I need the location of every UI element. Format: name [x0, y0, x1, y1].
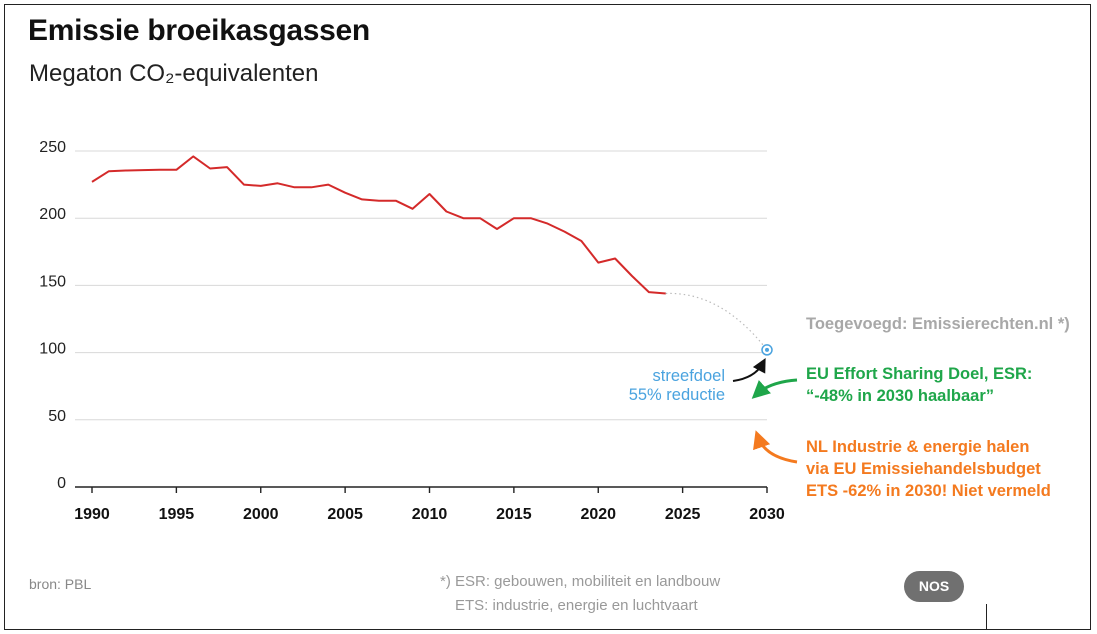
x-tick-label: 2015 [496, 506, 532, 523]
ets-line2: via EU Emissiehandelsbudget [806, 460, 1041, 478]
projection-line [665, 292, 768, 351]
ets-line3: ETS -62% in 2030! Niet vermeld [806, 482, 1051, 500]
x-axis-ticks: 1990 1995 2000 2005 2010 2015 2020 2025 2030 [74, 487, 785, 523]
source-note: bron: PBL [29, 576, 92, 592]
esr-line2: “-48% in 2030 haalbaar” [806, 387, 995, 405]
ets-arrow [753, 430, 798, 464]
gridlines [75, 150, 767, 488]
x-tick-label: 1995 [159, 506, 195, 523]
ets-annotation: NL Industrie & energie halen via EU Emis… [806, 436, 1051, 502]
y-tick-label: 100 [39, 341, 66, 358]
y-tick-label: 50 [48, 408, 66, 425]
esr-arrow [751, 378, 798, 399]
x-tick-label: 2010 [412, 506, 448, 523]
y-axis-ticks: 0 50 100 150 200 250 [39, 139, 66, 492]
series-line-emissie [91, 155, 666, 295]
nos-logo: NOS [904, 571, 964, 602]
y-tick-label: 250 [39, 139, 66, 156]
chart-subtitle: Megaton CO₂-equivalenten [29, 60, 319, 87]
target-label-line1: streefdoel [652, 367, 725, 385]
chart-title: Emissie broeikasgassen [28, 14, 370, 47]
x-tick-label: 1990 [74, 506, 110, 523]
target-point-core [765, 347, 769, 352]
footnote-esr: *) ESR: gebouwen, mobiliteit en landbouw [440, 573, 721, 590]
x-tick-label: 2030 [749, 506, 785, 523]
target-label-line2: 55% reductie [628, 386, 725, 404]
series-layer [91, 155, 773, 356]
y-tick-label: 150 [39, 273, 66, 290]
divider-line [986, 604, 987, 630]
y-tick-label: 200 [39, 206, 66, 223]
target-label: streefdoel 55% reductie [629, 367, 725, 405]
x-tick-label: 2020 [580, 506, 616, 523]
ets-line1: NL Industrie & energie halen [806, 438, 1030, 456]
x-tick-label: 2005 [327, 506, 363, 523]
y-tick-label: 0 [57, 475, 66, 492]
target-arrow [732, 358, 766, 382]
x-tick-label: 2025 [665, 506, 701, 523]
added-annotation: Toegevoegd: Emissierechten.nl *) [806, 315, 1070, 333]
esr-line1: EU Effort Sharing Doel, ESR: [806, 365, 1033, 383]
x-tick-label: 2000 [243, 506, 279, 523]
esr-annotation: EU Effort Sharing Doel, ESR: “-48% in 20… [806, 363, 1032, 407]
figure-frame [4, 4, 1091, 630]
footnote-ets: ETS: industrie, energie en luchtvaart [455, 597, 698, 614]
